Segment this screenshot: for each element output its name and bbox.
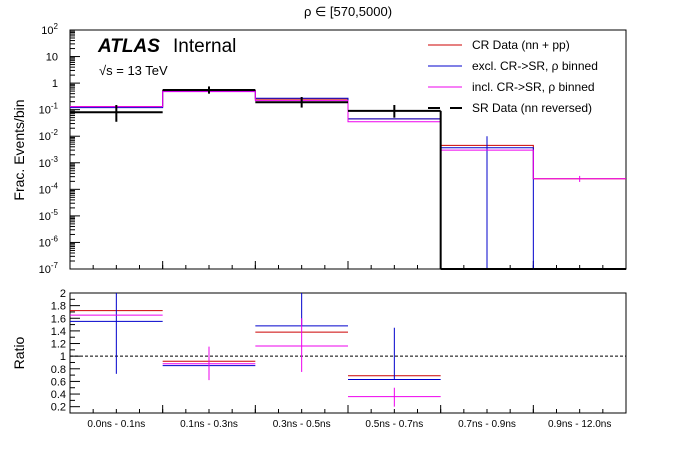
ratio-markers [70,293,626,407]
upper-y-tick-label: 102 [41,22,58,37]
lower-y-tick-label: 2 [60,288,66,300]
legend: CR Data (nn + pp) excl. CR->SR, ρ binned… [428,38,598,115]
upper-y-tick-label: 10-7 [39,261,59,276]
lower-y-tick-label: 0.6 [51,376,66,388]
upper-histograms [70,86,626,270]
legend-label-cr-data: CR Data (nn + pp) [472,38,570,52]
legend-label-excl: excl. CR->SR, ρ binned [472,59,598,73]
lower-pad: 0.20.40.60.811.21.41.61.82 Ratio 0.0ns -… [11,288,627,430]
upper-y-tick-label: 10-1 [39,102,59,117]
category-label: 0.3ns - 0.5ns [273,419,331,430]
lower-y-ticks: 0.20.40.60.811.21.41.61.82 [51,288,604,414]
lower-y-axis-title: Ratio [11,336,27,369]
category-label: 0.7ns - 0.9ns [458,419,516,430]
upper-y-tick-label: 10-3 [39,155,59,170]
category-label: 0.9ns - 12.0ns [548,419,611,430]
upper-y-tick-label: 1 [52,78,58,90]
chart-title: ρ ∈ [570,5000) [304,4,392,19]
legend-label-sr-data: SR Data (nn reversed) [472,101,592,115]
upper-y-tick-label: 10 [46,52,58,64]
lower-y-tick-label: 1.2 [51,339,66,351]
category-label: 0.5ns - 0.7ns [365,419,423,430]
lower-y-tick-label: 0.8 [51,364,66,376]
lower-y-tick-label: 1.4 [51,326,66,338]
upper-y-tick-label: 10-6 [39,234,59,249]
upper-y-tick-label: 10-5 [39,208,59,223]
lower-y-tick-label: 1 [60,351,66,363]
upper-y-axis-title: Frac. Events/bin [11,99,27,200]
atlas-internal-label: Internal [173,36,236,57]
lower-y-tick-label: 0.4 [51,389,66,401]
lower-y-tick-label: 1.6 [51,313,66,325]
lower-y-tick-label: 0.2 [51,402,66,414]
upper-pad: 10-7 10-6 10-5 10-4 10-3 10-2 10-1 1 10 102 Frac.… [11,22,627,276]
legend-label-incl: incl. CR->SR, ρ binned [472,80,595,94]
category-label: 0.0ns - 0.1ns [87,419,145,430]
category-label: 0.1ns - 0.3ns [180,419,238,430]
lower-y-tick-label: 1.8 [51,301,66,313]
energy-label: √s = 13 TeV [99,63,168,78]
atlas-label: ATLAS [97,36,160,57]
upper-y-tick-label: 10-4 [39,181,59,196]
upper-y-tick-label: 10-2 [39,128,59,143]
category-labels: 0.0ns - 0.1ns 0.1ns - 0.3ns 0.3ns - 0.5ns 0… [87,419,611,430]
